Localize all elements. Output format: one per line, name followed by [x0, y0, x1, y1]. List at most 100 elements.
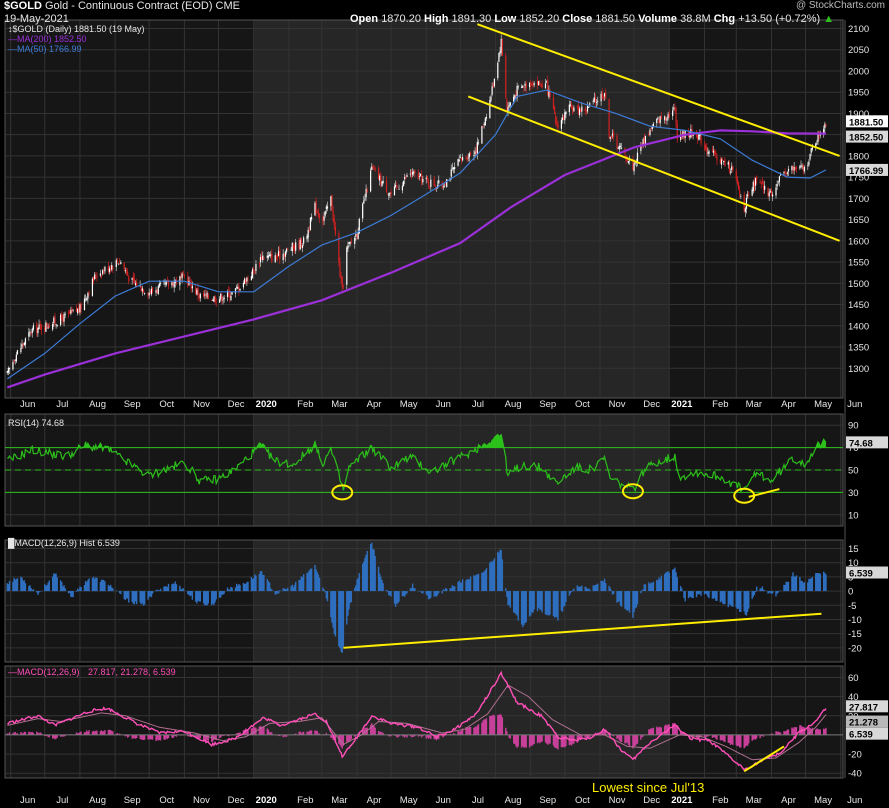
macd-hist-bar: [148, 734, 150, 740]
hist-bar: [721, 591, 724, 604]
candle-body: [555, 115, 557, 123]
x-axis-top-tick: Feb: [712, 399, 728, 410]
macd-hist-bar: [501, 717, 504, 735]
hist-bar: [525, 591, 527, 623]
candle-body: [87, 293, 89, 299]
hist-bar: [547, 591, 549, 615]
hist-bar: [374, 556, 376, 592]
hist-bar: [12, 581, 14, 592]
hist-bar: [803, 581, 806, 592]
macd-hist-bar: [484, 719, 487, 735]
macd-hist-bar: [759, 734, 761, 739]
candle-body: [103, 271, 105, 273]
macd-hist-bar: [39, 732, 41, 735]
hist-tick: -10: [848, 615, 862, 626]
macd-hist-bar: [745, 734, 748, 746]
candle-body: [53, 317, 55, 324]
hist-bar: [167, 583, 170, 592]
candle-body: [649, 129, 651, 135]
macd-hist-bar: [532, 734, 534, 745]
hist-bar: [158, 590, 161, 592]
macd-hist-bar: [21, 733, 23, 735]
candle-body: [588, 106, 590, 108]
candle-body: [13, 361, 15, 362]
candle-body: [720, 159, 723, 165]
macd-hist-bar: [51, 734, 54, 739]
candle-body: [259, 257, 262, 263]
candle-body: [803, 166, 805, 172]
hist-bar: [703, 591, 706, 595]
x-axis-bottom-tick: May: [814, 795, 832, 806]
hist-bar: [231, 587, 233, 592]
hist-bar: [540, 591, 542, 611]
candle-body: [301, 245, 304, 248]
hist-bar: [619, 591, 622, 606]
candle-body: [660, 116, 662, 119]
candle-body: [668, 113, 670, 117]
macd-hist-bar: [284, 734, 287, 737]
candle-body: [708, 151, 710, 154]
macd-hist-bar: [808, 726, 810, 735]
hist-last-tag: 6.539: [849, 569, 873, 580]
candle-body: [490, 96, 492, 101]
macd-hist-bar: [442, 734, 445, 738]
candle-body: [707, 152, 709, 154]
macd-hist-bar: [235, 733, 238, 735]
hist-bar: [467, 579, 469, 592]
macd-hist-bar: [16, 733, 19, 735]
macd-hist-bar: [649, 728, 651, 735]
candle-body: [156, 289, 158, 292]
hist-bar: [595, 584, 598, 592]
macd-hist-bar: [665, 724, 667, 735]
candle-body: [334, 226, 337, 235]
candle-body: [698, 134, 700, 140]
candle-body: [91, 278, 94, 296]
macd-hist-bar: [45, 734, 47, 737]
macd-hist-bar: [54, 734, 56, 740]
candle-body: [236, 286, 238, 288]
hist-bar: [514, 591, 516, 614]
candle-body: [69, 311, 71, 314]
macd-hist-bar: [453, 733, 456, 735]
macd-line: [7, 670, 827, 772]
hist-bar: [63, 585, 65, 592]
hist-bar: [7, 584, 10, 592]
candle-body: [807, 164, 809, 166]
macd-hist-bar: [56, 734, 58, 738]
hist-bar: [342, 591, 345, 648]
hist-bar: [648, 582, 650, 592]
macd-hist-bar: [656, 726, 658, 735]
hist-bar: [584, 586, 586, 592]
candle-body: [753, 181, 756, 188]
candle-body: [79, 304, 81, 313]
hist-bar: [817, 572, 819, 592]
candle-body: [794, 168, 796, 170]
hist-bar: [382, 583, 384, 592]
hist-bar: [427, 591, 430, 600]
macd-hist-bar: [31, 731, 33, 735]
hist-bar: [665, 572, 667, 592]
macd-hist-bar: [382, 732, 384, 735]
candle-body: [124, 270, 126, 272]
macd-hist-bar: [196, 734, 198, 738]
candle-body: [585, 110, 587, 112]
macd-hist-bar: [793, 727, 795, 735]
hist-bar: [379, 573, 381, 592]
hist-bar: [16, 578, 19, 592]
hist-bar: [51, 576, 54, 592]
hist-bar: [299, 579, 301, 592]
hist-bar: [181, 589, 183, 592]
hist-bar: [644, 584, 647, 592]
hist-bar: [109, 584, 112, 592]
hist-bar: [291, 584, 293, 592]
hist-bar: [516, 591, 518, 616]
hist-bar: [242, 583, 245, 592]
candle-body: [389, 192, 391, 194]
hist-bar: [751, 591, 753, 600]
macd-hist-bar: [560, 734, 563, 748]
macd-hist-bar: [142, 734, 145, 740]
hist-bar: [315, 569, 317, 592]
macd-hist-bar: [721, 734, 724, 741]
hist-bar: [373, 549, 375, 592]
macd-hist-bar: [601, 730, 603, 735]
